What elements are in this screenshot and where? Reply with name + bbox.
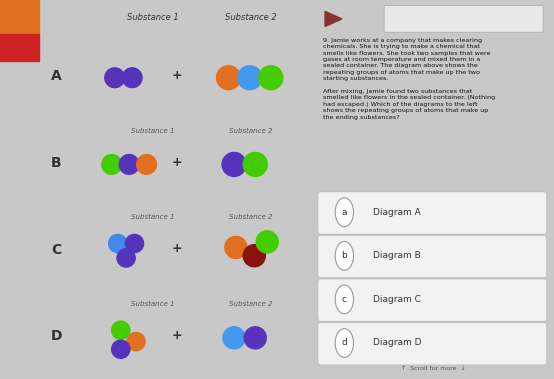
Text: D: D [50,329,62,343]
Circle shape [335,329,353,357]
FancyBboxPatch shape [318,323,547,365]
Text: Diagram C: Diagram C [373,295,421,304]
Text: ↑  Scroll for more  ↓: ↑ Scroll for more ↓ [401,366,466,371]
Circle shape [127,332,145,351]
FancyBboxPatch shape [384,6,543,32]
Circle shape [243,152,267,176]
Text: Substance 2: Substance 2 [224,13,276,22]
Text: +: + [172,69,182,82]
FancyBboxPatch shape [318,235,547,278]
FancyBboxPatch shape [318,279,547,321]
Bar [0,34,39,61]
Text: Substance 2: Substance 2 [229,215,272,220]
Circle shape [119,155,139,174]
Text: 9. Jamie works at a company that makes clearing
chemicals. She is trying to make: 9. Jamie works at a company that makes c… [322,38,495,120]
Text: Diagram A: Diagram A [373,208,421,217]
Text: c: c [342,295,347,304]
Circle shape [105,68,125,88]
Circle shape [244,327,266,349]
Circle shape [102,155,121,174]
Circle shape [259,66,283,90]
Circle shape [256,231,278,253]
Circle shape [122,68,142,88]
Text: C: C [52,243,61,257]
Text: b: b [341,251,347,260]
Circle shape [223,327,245,349]
Circle shape [137,155,156,174]
Circle shape [335,241,353,270]
Text: A: A [51,69,62,83]
Circle shape [217,66,240,90]
Text: Substance 2: Substance 2 [229,301,272,307]
Text: Diagram B: Diagram B [373,251,421,260]
Text: Substance 1: Substance 1 [131,215,175,220]
Text: a: a [342,208,347,217]
Circle shape [125,234,143,253]
Circle shape [225,236,247,258]
Text: Substance 1: Substance 1 [131,128,175,134]
Text: Diagram D: Diagram D [373,338,422,348]
Circle shape [335,285,353,314]
Text: +: + [172,156,182,169]
Circle shape [112,321,130,339]
Text: +: + [172,329,182,342]
Circle shape [238,66,261,90]
Circle shape [112,340,130,358]
Text: Substance 1: Substance 1 [131,301,175,307]
Text: Substance 1: Substance 1 [127,13,179,22]
Bar [0,0,39,34]
Text: +: + [172,243,182,255]
FancyBboxPatch shape [318,192,547,234]
Text: Substance 2: Substance 2 [229,128,272,134]
Circle shape [222,152,246,176]
Circle shape [335,198,353,227]
Text: B: B [51,156,61,170]
Circle shape [243,245,265,267]
Text: d: d [341,338,347,348]
Polygon shape [325,11,342,27]
Circle shape [117,249,135,267]
Circle shape [109,234,127,253]
